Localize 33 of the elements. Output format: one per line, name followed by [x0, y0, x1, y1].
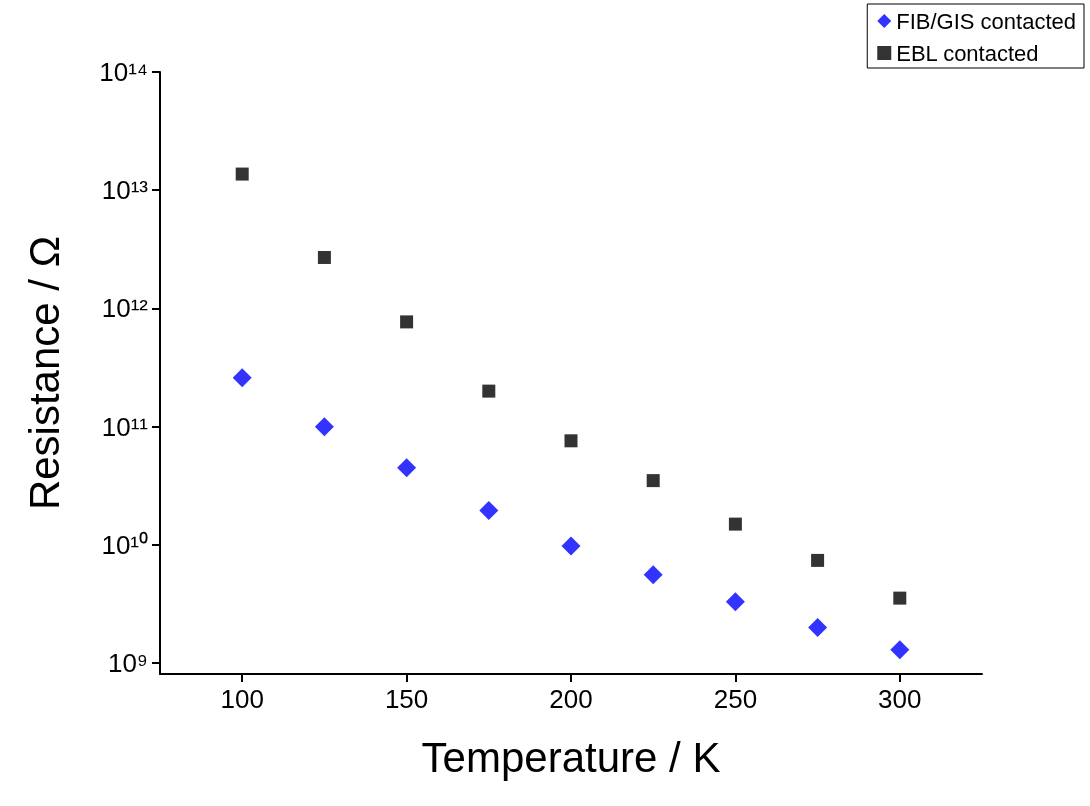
x-axis-title: Temperature / K — [421, 733, 721, 781]
point — [725, 592, 745, 612]
y-tick-label: 10¹² — [101, 293, 149, 324]
y-tick-label: 10¹¹ — [101, 411, 149, 442]
x-tick-label: 150 — [384, 684, 429, 714]
point — [317, 250, 331, 264]
x-tick-label: 250 — [713, 684, 758, 714]
x-tick-label: 300 — [878, 684, 922, 714]
point — [893, 591, 907, 605]
y-tick-label: 10¹⁰ — [101, 529, 148, 560]
y-axis-title: Resistance / Ω — [20, 235, 68, 511]
point — [808, 618, 828, 638]
point — [400, 315, 414, 329]
point — [232, 368, 252, 388]
legend-label: EBL contacted — [896, 40, 1039, 66]
x-tick-label: 200 — [549, 684, 593, 714]
y-tick-label: 10⁹ — [107, 648, 148, 679]
y-tick-label: 10¹⁴ — [99, 57, 148, 87]
point — [479, 500, 499, 520]
point — [890, 640, 910, 660]
point — [314, 417, 334, 437]
point — [561, 536, 581, 556]
point — [646, 474, 660, 488]
point — [564, 434, 578, 448]
point — [482, 384, 496, 398]
point — [811, 553, 825, 567]
point — [728, 517, 742, 531]
y-tick-label: 10¹³ — [101, 175, 149, 206]
point — [643, 565, 663, 585]
legend-label: FIB/GIS contacted — [896, 8, 1076, 34]
x-tick-label: 100 — [220, 684, 264, 714]
point — [397, 458, 417, 478]
point — [235, 167, 249, 181]
